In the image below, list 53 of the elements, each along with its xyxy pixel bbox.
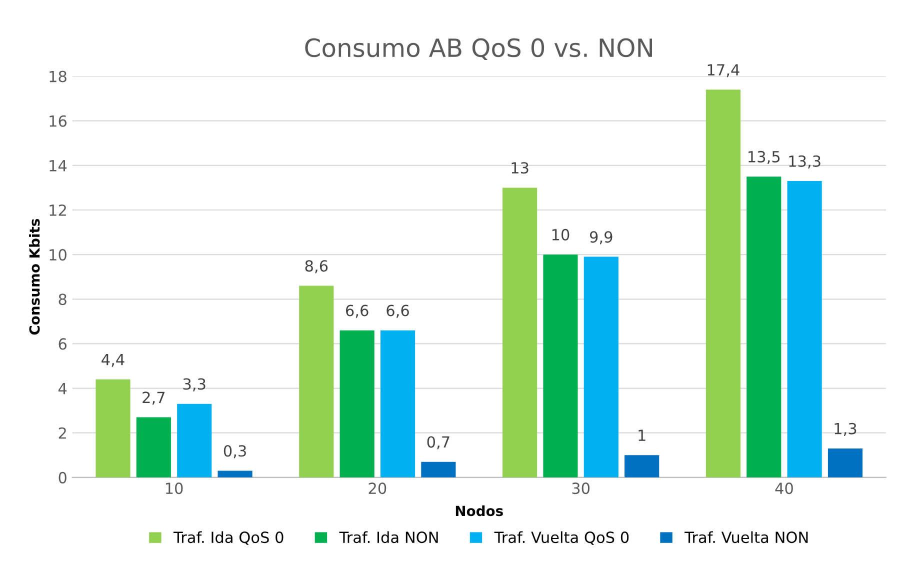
bar xyxy=(380,330,416,478)
bar xyxy=(136,417,171,478)
data-label: 13,3 xyxy=(789,155,820,169)
bar xyxy=(624,455,660,478)
legend-label: Traf. Vuelta QoS 0 xyxy=(494,531,629,545)
data-label: 6,6 xyxy=(346,304,368,318)
data-label: 9,9 xyxy=(590,231,612,244)
bar xyxy=(218,470,252,478)
bar xyxy=(706,90,740,478)
data-label: 3,3 xyxy=(183,378,206,392)
bar xyxy=(828,448,863,478)
y-axis-title: Consumo Kbits xyxy=(29,219,40,335)
bar xyxy=(421,462,456,478)
x-tick-label: 10 xyxy=(166,482,183,494)
bar xyxy=(177,404,212,478)
y-tick-label: 10 xyxy=(50,249,66,261)
legend-label: Traf. Vuelta NON xyxy=(684,531,808,544)
data-label: 10 xyxy=(552,228,570,240)
x-tick-label: 30 xyxy=(572,482,590,494)
y-tick-label: 16 xyxy=(50,115,66,127)
y-tick-label: 0 xyxy=(58,472,66,484)
chart-title: Consumo AB QoS 0 vs. NON xyxy=(305,38,652,60)
data-label: 2,7 xyxy=(142,392,165,405)
data-label: 4,4 xyxy=(102,354,124,367)
y-tick-label: 18 xyxy=(50,70,66,82)
legend-label: Traf. Ida QoS 0 xyxy=(173,531,284,545)
x-tick-label: 20 xyxy=(368,482,386,494)
bar xyxy=(340,330,374,478)
y-tick-label: 4 xyxy=(58,382,67,394)
data-label: 0,7 xyxy=(427,436,450,450)
data-label: 0,3 xyxy=(224,445,246,458)
data-label: 8,6 xyxy=(305,260,328,274)
data-label: 13,5 xyxy=(748,150,780,164)
bar xyxy=(543,254,578,478)
y-tick-label: 2 xyxy=(58,427,66,439)
data-label: 1 xyxy=(638,430,646,441)
data-label: 13 xyxy=(512,162,528,174)
x-axis-title: Nodos xyxy=(456,505,503,516)
bar xyxy=(787,181,822,478)
bar xyxy=(502,188,538,478)
bar xyxy=(96,379,130,478)
y-tick-label: 6 xyxy=(58,338,66,350)
y-tick-label: 8 xyxy=(58,294,66,306)
y-tick-label: 14 xyxy=(50,160,67,172)
data-label: 1,3 xyxy=(834,422,856,436)
bar xyxy=(584,256,618,478)
legend-label: Traf. Ida NON xyxy=(339,531,438,544)
bar xyxy=(299,286,334,478)
bar xyxy=(746,176,782,478)
data-label: 17,4 xyxy=(708,64,740,78)
x-tick-label: 40 xyxy=(775,482,793,494)
data-label: 6,6 xyxy=(386,304,409,318)
y-tick-label: 12 xyxy=(50,204,66,216)
